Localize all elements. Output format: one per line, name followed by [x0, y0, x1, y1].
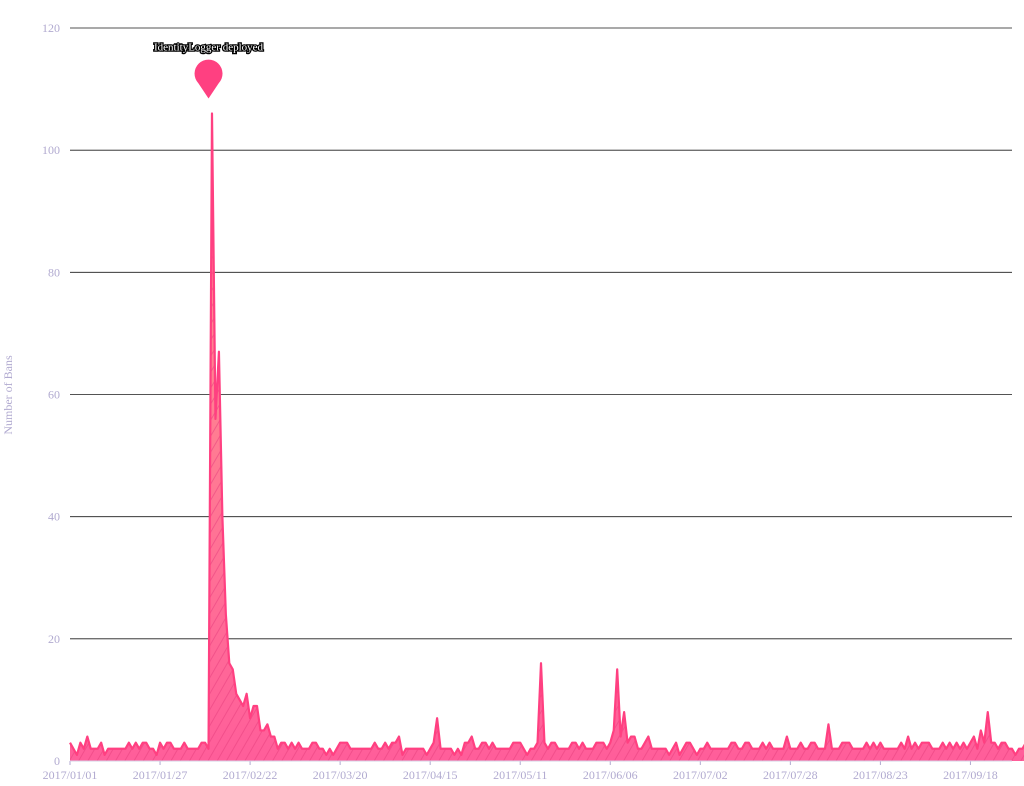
y-axis-title: Number of Bans: [1, 355, 15, 435]
y-tick-label: 20: [48, 632, 60, 646]
x-tick-label: 2017/03/20: [313, 768, 368, 782]
series-line: [69, 112, 1024, 756]
x-tick-label: 2017/02/22: [223, 768, 278, 782]
y-tick-label: 120: [42, 21, 60, 35]
y-tick-label: 0: [54, 754, 60, 768]
y-tick-label: 60: [48, 388, 60, 402]
x-tick-label: 2017/07/02: [673, 768, 728, 782]
x-tick-label: 2017/04/15: [403, 768, 458, 782]
x-tick-label: 2017/05/11: [493, 768, 547, 782]
annotation-marker-icon: [194, 59, 223, 99]
annotations: IdentityLogger deployed: [153, 40, 265, 99]
x-tick-label: 2017/09/18: [943, 768, 998, 782]
y-tick-label: 40: [48, 510, 60, 524]
y-tick-label: 80: [48, 265, 60, 279]
grid-lines: [70, 27, 1012, 640]
axes: 0 20 40 60 80 100 120 2017/01/01 2017/01/27 2017/…: [42, 21, 1012, 782]
x-tick-label: 2017/01/27: [133, 768, 188, 782]
area-series: [69, 112, 1024, 761]
x-tick-label: 2017/06/06: [583, 768, 638, 782]
x-tick-label: 2017/01/01: [43, 768, 98, 782]
x-tick-label: 2017/08/23: [853, 768, 908, 782]
x-tick-label: 2017/07/28: [763, 768, 818, 782]
y-tick-label: 100: [42, 143, 60, 157]
annotation-label: IdentityLogger deployed: [154, 42, 264, 54]
